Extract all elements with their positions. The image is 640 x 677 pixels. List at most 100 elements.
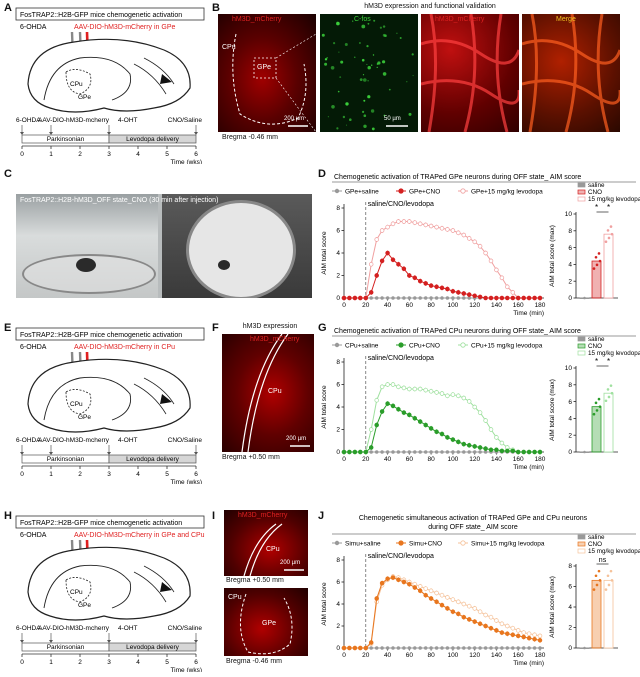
data-point bbox=[488, 258, 494, 264]
data-point bbox=[472, 450, 477, 454]
data-point bbox=[537, 295, 543, 301]
x-tick-label: 100 bbox=[447, 302, 458, 309]
x-axis-label: Time (min) bbox=[513, 660, 544, 667]
series-line bbox=[344, 402, 540, 453]
schematic-gpe-label: GPe bbox=[78, 602, 91, 609]
bar-y-tick-label: 4 bbox=[568, 416, 572, 423]
bar-dot bbox=[604, 588, 608, 591]
fos-cell bbox=[399, 37, 402, 39]
bar bbox=[591, 579, 602, 649]
data-point bbox=[466, 617, 472, 622]
timeline-phase-levodopa bbox=[108, 642, 197, 652]
data-point bbox=[418, 646, 422, 650]
fos-cell bbox=[344, 43, 348, 46]
fos-cell bbox=[367, 22, 370, 25]
chart-panel-g: Chemogenetic activation of TRAPed CPu ne… bbox=[318, 324, 640, 474]
data-point bbox=[423, 450, 428, 454]
sig-star: * bbox=[595, 203, 598, 212]
data-point bbox=[456, 296, 461, 300]
data-point bbox=[369, 296, 373, 300]
data-point bbox=[385, 401, 390, 406]
data-point bbox=[483, 623, 488, 629]
data-point bbox=[537, 633, 543, 639]
fos-cell bbox=[358, 42, 361, 44]
data-point bbox=[374, 450, 379, 454]
timeline-arrowhead bbox=[194, 452, 198, 455]
fos-cell bbox=[379, 26, 382, 29]
data-point bbox=[390, 257, 396, 263]
data-point bbox=[385, 250, 390, 256]
data-point bbox=[412, 275, 418, 281]
schematic-title: FosTRAP2::H2B-GFP mice chemogenetic acti… bbox=[20, 12, 182, 19]
data-point bbox=[450, 437, 456, 442]
data-point bbox=[369, 450, 373, 454]
data-point bbox=[412, 585, 418, 590]
x-tick-label: 140 bbox=[491, 456, 502, 463]
timeline-tick-label: 2 bbox=[78, 151, 82, 158]
schematic-cpu-label: CPu bbox=[70, 589, 83, 596]
timeline-event-label: CNO/Saline bbox=[168, 437, 203, 444]
bar-legend-swatch bbox=[577, 534, 586, 540]
data-point bbox=[385, 450, 390, 454]
data-point bbox=[456, 393, 461, 399]
data-point bbox=[440, 296, 444, 300]
data-point bbox=[538, 646, 542, 650]
schematic-cpu-label: CPu bbox=[70, 81, 83, 88]
data-point bbox=[368, 640, 374, 645]
timeline-event-label: 6-OHDA bbox=[16, 437, 41, 444]
brain-inner-contour bbox=[43, 564, 132, 609]
bar-legend-swatch bbox=[577, 343, 586, 349]
timeline-event-label: 6-OHDA bbox=[16, 117, 41, 124]
bar-y-tick-label: 2 bbox=[568, 278, 572, 285]
bar-dot bbox=[607, 236, 611, 240]
timeline-event-label: AAV-DIO-hM3D-mcherry bbox=[38, 117, 110, 124]
fos-cell bbox=[396, 32, 398, 34]
schematic-panel-a: FosTRAP2::H2B-GFP mice chemogenetic acti… bbox=[14, 4, 206, 166]
data-point bbox=[461, 601, 467, 607]
y-tick-label: 4 bbox=[336, 601, 340, 608]
fos-cell bbox=[333, 42, 336, 45]
data-point bbox=[472, 646, 477, 650]
brainstem-mark bbox=[160, 582, 172, 592]
data-point bbox=[417, 584, 423, 589]
timeline-arrowhead bbox=[107, 132, 111, 135]
data-point bbox=[434, 284, 439, 290]
i-cpu-image: hM3D_mCherry CPu 200 µm bbox=[224, 510, 308, 576]
bar-y-axis-label: AIM total score (max) bbox=[549, 225, 556, 287]
data-point bbox=[521, 634, 526, 640]
timeline-phase2-label: Levodopa delivery bbox=[126, 456, 180, 463]
timeline-event-label: 4-OHT bbox=[118, 625, 138, 632]
bar-dot bbox=[610, 232, 614, 236]
brain-inner-contour bbox=[43, 376, 132, 421]
data-point bbox=[402, 450, 406, 454]
merge-image: Merge bbox=[522, 14, 620, 132]
timeline-arrowhead bbox=[20, 452, 24, 455]
data-point bbox=[434, 599, 439, 605]
legend-label: CPu+CNO bbox=[409, 343, 440, 350]
timeline-axis-label: Time (wks) bbox=[170, 479, 202, 484]
fos-cell bbox=[321, 33, 325, 37]
data-point bbox=[516, 646, 520, 650]
data-point bbox=[505, 623, 510, 629]
timeline-arrowhead bbox=[194, 132, 198, 135]
data-point bbox=[428, 223, 434, 229]
data-point bbox=[445, 393, 450, 399]
data-point bbox=[374, 273, 379, 278]
panel-letter-d: D bbox=[318, 168, 326, 180]
timeline-tick-label: 6 bbox=[194, 659, 198, 666]
timeline-arrowhead bbox=[49, 132, 53, 135]
timeline-axis-label: Time (wks) bbox=[170, 667, 202, 672]
data-point bbox=[407, 646, 412, 650]
fos-cell bbox=[336, 21, 338, 23]
bar-y-axis-label: AIM total score (max) bbox=[549, 576, 556, 638]
fos-cell bbox=[382, 25, 386, 28]
data-point bbox=[347, 645, 352, 651]
bar-dot bbox=[609, 225, 613, 228]
data-point bbox=[515, 628, 521, 633]
data-point bbox=[390, 403, 396, 409]
fos-cell bbox=[367, 80, 369, 82]
data-point bbox=[407, 581, 412, 587]
fos-cell bbox=[366, 45, 369, 48]
bar-dot bbox=[592, 588, 596, 591]
data-point bbox=[526, 295, 532, 301]
